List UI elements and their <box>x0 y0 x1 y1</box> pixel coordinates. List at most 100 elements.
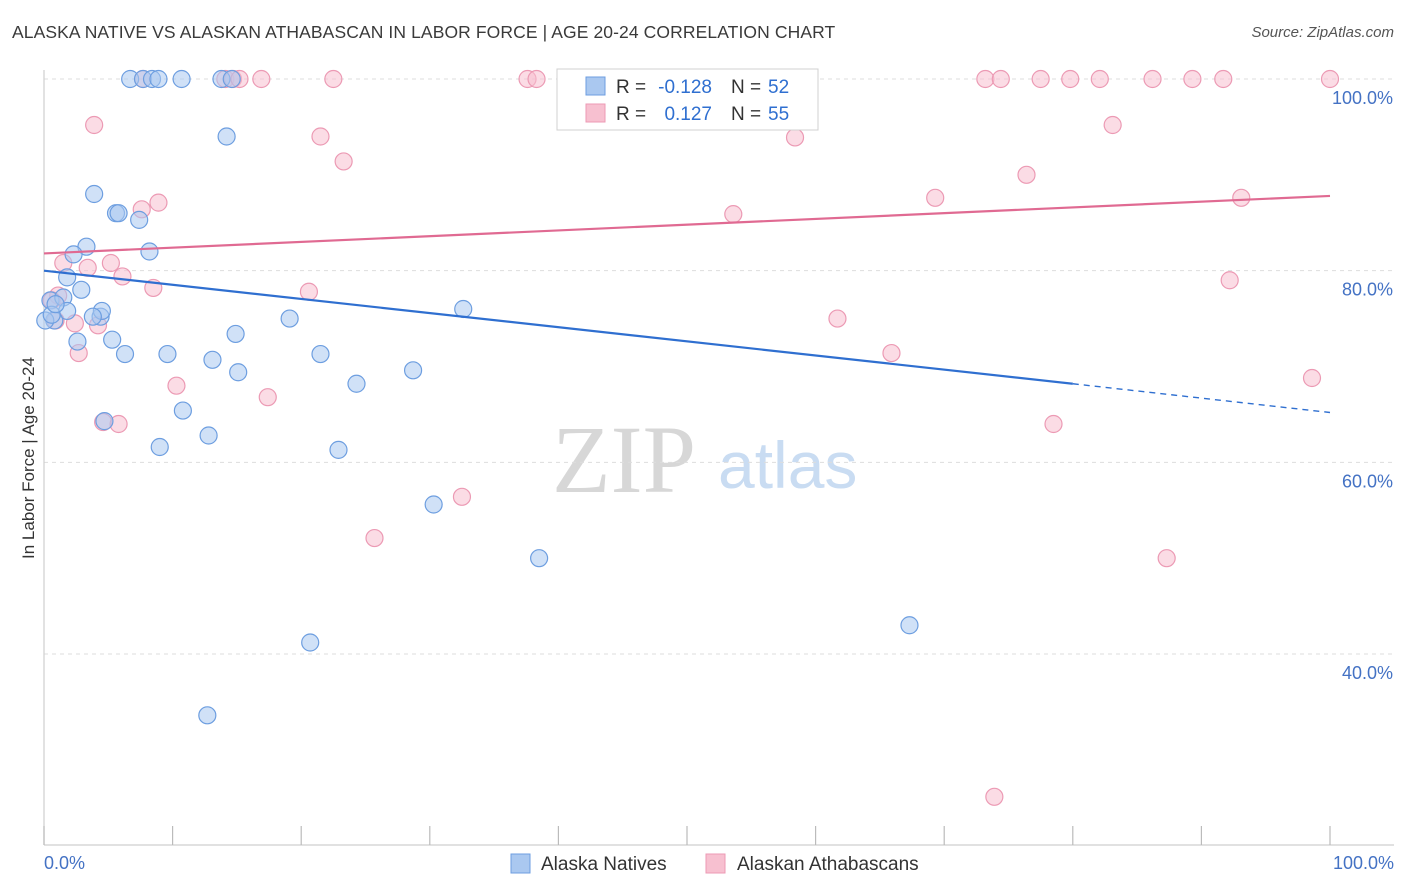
series-legend: Alaska Natives Alaskan Athabascans <box>510 853 919 875</box>
alaska-native-point-26 <box>83 307 102 326</box>
alaska-native-point-43 <box>329 440 348 459</box>
x-tick-label-min: 0.0% <box>44 853 85 873</box>
athabascan-point-20 <box>311 127 330 146</box>
athabascan-point-22 <box>785 128 805 147</box>
athabascan-point-12 <box>1031 69 1050 89</box>
stats-swatch-blue <box>585 76 606 96</box>
alaska-native-point-39 <box>173 401 192 420</box>
alaska-native-point-19 <box>72 280 91 299</box>
trend-line-alaskan-athabascans <box>43 194 1331 255</box>
chart-title: ALASKA NATIVE VS ALASKAN ATHABASCAN IN L… <box>12 22 836 42</box>
alaska-native-point-10 <box>217 127 236 146</box>
athabascan-point-45 <box>167 376 186 395</box>
athabascan-point-37 <box>299 282 319 301</box>
athabascan-point-51 <box>365 528 384 548</box>
legend-swatch-alaskan-athabascans <box>705 853 726 874</box>
athabascan-point-29 <box>1232 188 1251 207</box>
legend-swatch-alaska-natives <box>510 853 531 874</box>
athabascan-point-4 <box>252 69 271 89</box>
alaska-native-point-48 <box>900 616 919 635</box>
alaska-native-point-30 <box>68 332 87 351</box>
stats-swatch-pink <box>585 103 606 123</box>
athabascan-point-54 <box>985 787 1004 806</box>
athabascan-point-49 <box>1044 414 1063 434</box>
legend-label-alaskan-athabascans: Alaskan Athabascans <box>737 854 919 875</box>
athabascan-point-10 <box>976 69 995 89</box>
gridlines <box>44 78 1394 655</box>
y-tick-label-1: 80.0% <box>1342 280 1393 300</box>
alaska-native-point-14 <box>130 210 149 229</box>
alaska-native-point-44 <box>424 495 443 514</box>
athabascan-point-43 <box>882 343 901 363</box>
athabascan-point-24 <box>1017 165 1036 184</box>
stats-r-label-blue: R = <box>616 77 646 98</box>
athabascan-point-27 <box>724 205 743 224</box>
alaska-native-point-3 <box>149 69 168 89</box>
alaska-native-point-31 <box>103 330 122 349</box>
athabascan-point-19 <box>85 115 104 135</box>
alaska-native-point-4 <box>172 69 191 89</box>
athabascan-point-32 <box>101 253 120 273</box>
alaska-native-point-33 <box>158 344 177 364</box>
trend-line-alaska-natives <box>43 269 1073 385</box>
legend-label-alaska-natives: Alaska Natives <box>541 854 667 875</box>
alaska-native-point-11 <box>85 184 104 204</box>
athabascan-point-14 <box>1090 69 1109 89</box>
athabascan-point-11 <box>991 69 1010 89</box>
alaska-native-point-49 <box>198 706 217 725</box>
alaska-native-point-45 <box>530 549 549 568</box>
trend-line-alaska-natives-extension <box>1072 383 1331 414</box>
alaska-native-point-6 <box>222 69 241 89</box>
stats-r-value-pink: 0.127 <box>664 104 712 125</box>
alaska-native-point-37 <box>403 361 423 380</box>
y-axis-label: In Labor Force | Age 20-24 <box>19 357 38 559</box>
athabascan-point-23 <box>1103 115 1122 135</box>
zipatlas-watermark: ZIP atlas <box>552 406 857 513</box>
alaska-native-point-40 <box>95 412 114 431</box>
stats-n-value-blue: 52 <box>768 77 789 98</box>
stats-r-label-pink: R = <box>616 104 646 125</box>
athabascan-point-13 <box>1061 69 1080 89</box>
alaska-native-point-28 <box>454 299 473 319</box>
athabascan-point-44 <box>1220 271 1239 290</box>
x-ticks <box>43 826 1331 845</box>
x-tick-label-max: 100.0% <box>1333 853 1394 873</box>
athabascan-point-7 <box>527 69 546 89</box>
y-tick-labels: 100.0% 80.0% 60.0% 40.0% <box>1332 88 1393 683</box>
watermark-atlas: atlas <box>718 428 857 502</box>
athabascan-point-50 <box>452 487 472 506</box>
athabascan-point-18 <box>1320 69 1340 89</box>
alaska-native-point-13 <box>109 204 128 223</box>
alaska-native-point-16 <box>140 242 159 261</box>
stats-legend-box: R = -0.128 N = 52 R = 0.127 N = 55 <box>556 68 819 131</box>
athabascan-point-46 <box>258 388 277 407</box>
watermark-zip: ZIP <box>552 406 696 513</box>
y-tick-label-0: 100.0% <box>1332 88 1393 108</box>
y-tick-label-2: 60.0% <box>1342 471 1393 491</box>
alaska-native-point-41 <box>199 426 218 445</box>
alaska-native-point-47 <box>301 633 320 652</box>
stats-r-value-blue: -0.128 <box>658 77 712 98</box>
athabascan-point-52 <box>1157 549 1176 568</box>
alaska-native-point-34 <box>311 344 330 364</box>
athabascan-point-53 <box>1302 368 1322 388</box>
alaska-native-point-36 <box>229 363 248 382</box>
alaska-native-point-27 <box>280 309 299 328</box>
athabascan-point-41 <box>828 309 847 328</box>
alaska-native-point-38 <box>347 374 366 393</box>
stats-n-value-pink: 55 <box>768 104 789 125</box>
athabascan-point-26 <box>149 193 168 212</box>
athabascan-point-21 <box>334 152 353 171</box>
alaska-native-point-32 <box>115 344 135 364</box>
athabascan-point-5 <box>324 69 343 89</box>
stats-n-label-blue: N = <box>731 77 761 98</box>
athabascan-point-17 <box>1214 69 1233 89</box>
alaska-native-point-18 <box>58 268 77 287</box>
athabascan-point-16 <box>1183 69 1202 89</box>
trend-lines <box>43 194 1331 414</box>
alaska-native-point-29 <box>226 324 245 344</box>
source-attribution: Source: ZipAtlas.com <box>1251 24 1394 41</box>
alaska-native-point-17 <box>64 245 83 264</box>
alaska-native-point-42 <box>150 437 169 457</box>
